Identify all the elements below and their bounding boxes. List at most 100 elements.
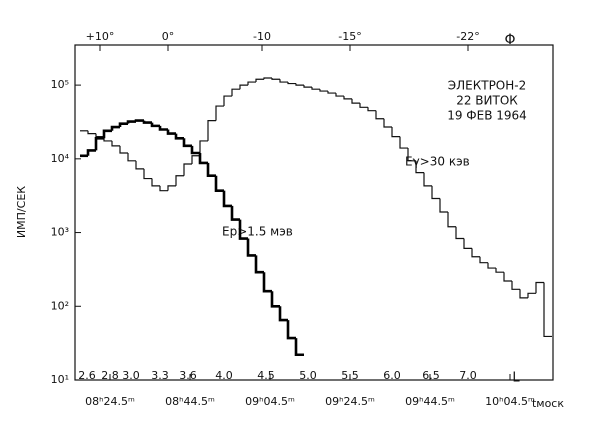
step bbox=[207, 120, 216, 141]
step bbox=[166, 129, 176, 135]
step bbox=[175, 175, 184, 186]
annotation: 22 ВИТОК bbox=[456, 94, 518, 108]
x-axis-label: tмоск bbox=[532, 397, 564, 410]
l-tick-label: 7.0 bbox=[459, 369, 477, 382]
step bbox=[359, 103, 368, 108]
step bbox=[471, 248, 480, 258]
x-tick-label: 09ʰ24.5ᵐ bbox=[325, 395, 375, 408]
step bbox=[190, 145, 200, 155]
step bbox=[295, 83, 304, 86]
step bbox=[119, 145, 128, 154]
step bbox=[367, 107, 376, 112]
step bbox=[223, 95, 232, 107]
step bbox=[495, 268, 504, 273]
l-tick-label: 4.0 bbox=[215, 369, 233, 382]
step bbox=[399, 136, 408, 149]
step bbox=[239, 84, 248, 90]
step bbox=[254, 255, 264, 274]
phi-name: Φ bbox=[504, 32, 515, 48]
step bbox=[111, 140, 120, 147]
step bbox=[487, 262, 496, 269]
x-tick-label: 10ʰ04.5ᵐ bbox=[485, 395, 535, 408]
step bbox=[415, 160, 424, 174]
step bbox=[543, 282, 552, 338]
y-tick-label: 10³ bbox=[51, 226, 69, 239]
step bbox=[95, 133, 104, 138]
phi-tick-label: 0° bbox=[162, 30, 175, 43]
step bbox=[319, 89, 328, 92]
step bbox=[134, 119, 144, 122]
annotation: 19 ФЕВ 1964 bbox=[447, 109, 527, 123]
step bbox=[158, 125, 168, 131]
step bbox=[238, 219, 248, 240]
phi-tick-label: -10 bbox=[253, 30, 271, 43]
step bbox=[102, 129, 112, 139]
step bbox=[247, 81, 256, 86]
annotation: ЭЛЕКТРОН-2 bbox=[448, 79, 527, 93]
step bbox=[431, 185, 440, 200]
y-tick-label: 10⁴ bbox=[51, 152, 70, 165]
l-tick-label: 3.0 bbox=[122, 369, 140, 382]
l-tick-label: 6.5 bbox=[422, 369, 440, 382]
step bbox=[206, 162, 216, 178]
step bbox=[215, 105, 224, 121]
step bbox=[286, 320, 296, 340]
x-tick-label: 08ʰ24.5ᵐ bbox=[85, 395, 135, 408]
step bbox=[447, 212, 456, 228]
l-tick-label: 3.3 bbox=[151, 369, 169, 382]
l-tick-label: 3.6 bbox=[179, 369, 197, 382]
l-tick-label: 6.0 bbox=[383, 369, 401, 382]
step bbox=[287, 82, 296, 85]
step bbox=[279, 79, 288, 83]
step bbox=[511, 281, 520, 290]
l-tick-label: 5.5 bbox=[341, 369, 359, 382]
step bbox=[94, 136, 104, 151]
step bbox=[151, 178, 160, 187]
step bbox=[199, 140, 208, 156]
step bbox=[535, 281, 544, 294]
step bbox=[391, 127, 400, 138]
step bbox=[246, 238, 256, 257]
step bbox=[142, 120, 152, 124]
l-tick-label: 2.8 bbox=[101, 369, 119, 382]
y-tick-label: 10¹ bbox=[51, 373, 69, 386]
step bbox=[303, 85, 312, 88]
step bbox=[343, 96, 352, 100]
step bbox=[262, 272, 272, 293]
y-tick-label: 10² bbox=[51, 299, 69, 312]
x-tick-label: 08ʰ44.5ᵐ bbox=[165, 395, 215, 408]
step bbox=[503, 272, 512, 282]
step bbox=[167, 185, 176, 191]
step bbox=[127, 152, 136, 162]
step bbox=[214, 175, 224, 192]
step bbox=[86, 149, 96, 156]
step bbox=[455, 226, 464, 240]
step bbox=[527, 292, 536, 298]
x-tick-label: 09ʰ44.5ᵐ bbox=[405, 395, 455, 408]
step bbox=[375, 110, 384, 120]
plot-frame bbox=[74, 44, 554, 381]
step bbox=[182, 138, 192, 148]
step bbox=[135, 160, 144, 170]
l-tick-label: 2.6 bbox=[78, 369, 96, 382]
step bbox=[198, 152, 208, 165]
step bbox=[479, 256, 488, 264]
phi-tick-label: +10° bbox=[86, 30, 115, 43]
step bbox=[231, 88, 240, 97]
step bbox=[519, 289, 528, 299]
step bbox=[383, 118, 392, 128]
step bbox=[278, 306, 288, 322]
step bbox=[87, 130, 96, 135]
step bbox=[351, 98, 360, 104]
step bbox=[159, 185, 168, 192]
l-tick-label: 5.0 bbox=[299, 369, 317, 382]
x-tick-label: 09ʰ04.5ᵐ bbox=[245, 395, 295, 408]
l-name: L bbox=[512, 371, 520, 386]
step bbox=[327, 91, 336, 94]
step bbox=[191, 155, 200, 165]
step bbox=[222, 190, 232, 208]
series-label: Ep>1.5 мэв bbox=[222, 225, 293, 239]
step bbox=[407, 148, 416, 162]
step bbox=[311, 87, 320, 90]
